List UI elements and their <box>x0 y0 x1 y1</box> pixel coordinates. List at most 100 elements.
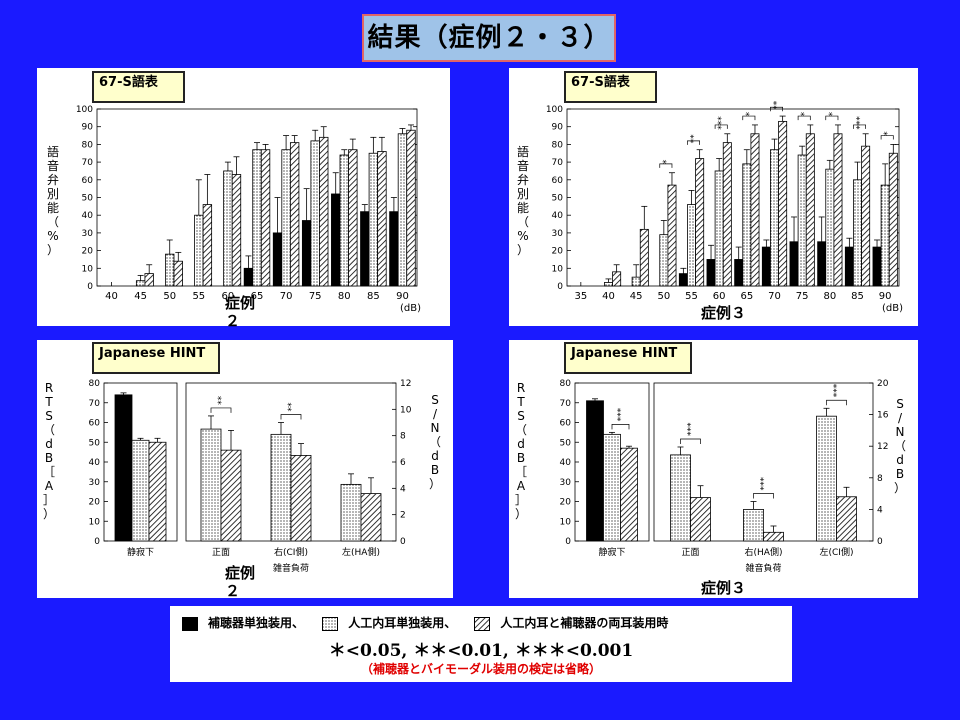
x-group-label: 正面 <box>212 547 230 558</box>
bar-cochlear_implant <box>200 428 222 542</box>
bar-cochlear_implant <box>743 508 764 542</box>
chart-case2-hint: 01020304050607080024681012RTS（dB［A］）S/N（… <box>43 379 441 574</box>
y-tick-label: 10 <box>552 264 564 274</box>
y-axis-label-left: ］ <box>43 493 55 507</box>
y-tick-label: 0 <box>94 537 100 547</box>
y-tick-label: 80 <box>89 379 101 389</box>
sig-bracket <box>210 407 232 413</box>
sig-bracket <box>680 438 701 444</box>
plot-area: 01020304050607080024681012RTS（dB［A］）S/N（… <box>43 379 441 574</box>
bar-bimodal <box>231 174 242 287</box>
x-tick-label: 45 <box>630 291 643 302</box>
x-tick-label: 40 <box>602 291 615 302</box>
y-axis-label: % <box>517 229 528 243</box>
x-unit-label: (dB) <box>400 303 421 314</box>
chart-tag: Japanese HINT <box>92 342 220 374</box>
x-tick-label: 70 <box>768 291 781 302</box>
x-tick-label: 55 <box>685 291 698 302</box>
bar-bimodal <box>836 496 857 542</box>
sig-mark: *** <box>760 477 770 491</box>
bar-bimodal <box>695 158 705 287</box>
bar-hearing_aid <box>706 259 716 287</box>
bar-cochlear_implant <box>853 179 862 287</box>
x-tick-label: 85 <box>851 291 864 302</box>
y-axis-label: ） <box>47 243 59 257</box>
bar-bimodal <box>763 531 784 542</box>
x-axis-label: 雑音負荷 <box>745 562 781 574</box>
bar-hearing_aid <box>360 211 370 287</box>
sig-bracket <box>280 414 302 420</box>
bar-bimodal <box>722 142 732 287</box>
case-label: 症例２ <box>225 564 256 600</box>
bar-cochlear_implant <box>339 154 349 287</box>
bar-bimodal <box>750 133 760 287</box>
y-axis-label-left: T <box>44 395 53 409</box>
y-tick-label: 50 <box>560 438 572 448</box>
swatch-solid <box>182 616 198 631</box>
bar-cochlear_implant <box>368 152 379 287</box>
bar-hearing_aid <box>761 246 771 287</box>
x-tick-label: 55 <box>192 291 205 302</box>
bar-bimodal <box>667 184 677 287</box>
sig-mark: ** <box>287 402 297 412</box>
x-tick-label: 90 <box>396 291 409 302</box>
y-axis-label-right: N <box>431 421 440 435</box>
y-tick-label: 70 <box>89 399 101 409</box>
y-tick-label: 30 <box>552 229 564 239</box>
y-axis-label: 弁 <box>47 172 59 187</box>
bar-bimodal <box>406 129 416 287</box>
bar-hearing_aid <box>872 246 882 287</box>
y-tick-label: 10 <box>82 264 94 274</box>
x-tick-label: 85 <box>367 291 380 302</box>
y-tick-label-right: 16 <box>877 411 889 421</box>
sig-bracket <box>714 124 728 129</box>
y-tick-label-right: 6 <box>400 458 406 468</box>
bar-bimodal <box>805 133 815 287</box>
note-text: （補聴器とバイモーダル装用の検定は省略） <box>360 662 601 676</box>
x-tick-label: 80 <box>823 291 836 302</box>
sig-bracket <box>770 106 783 112</box>
y-tick-label: 60 <box>560 419 572 429</box>
y-axis-label: 能 <box>47 201 59 215</box>
y-axis-label-right: （ <box>429 435 441 449</box>
y-tick-label: 30 <box>82 229 94 239</box>
bar-cochlear_implant <box>397 133 408 287</box>
y-tick-label-right: 0 <box>400 537 406 547</box>
sig-bracket <box>659 163 673 168</box>
sig-mark: * <box>828 111 838 116</box>
swatch-hatched <box>474 616 491 631</box>
bar-bimodal <box>220 449 242 542</box>
bar-cochlear_implant <box>310 140 320 287</box>
x-tick-label: 90 <box>879 291 892 302</box>
sig-mark: *** <box>833 383 843 397</box>
bar-hearing_aid <box>243 267 254 287</box>
bar-bimodal <box>202 204 213 287</box>
chart-case3-67s: 0 10 20 30 40 50 60 70 80 90 100 35 40 45 50 55 60 65 70 75… <box>517 100 903 314</box>
y-tick-label: 30 <box>560 478 572 488</box>
legend-bimodal: 人工内耳と補聴器の両耳装用時 <box>474 614 668 631</box>
y-tick-label: 0 <box>557 282 563 292</box>
plot-area: 0 10 20 30 40 50 60 70 80 90 100 40 45 50 55 60 65 70 75 80… <box>47 105 421 314</box>
y-axis-label-left: d <box>517 437 525 451</box>
y-tick-label: 90 <box>552 123 564 133</box>
sig-bracket <box>687 140 700 145</box>
sig-mark: *** <box>856 116 866 130</box>
bar-cochlear_implant <box>797 154 807 287</box>
sig-bracket <box>611 424 630 430</box>
x-axis-label: 雑音負荷 <box>273 562 309 574</box>
y-tick-label: 50 <box>552 194 564 204</box>
y-tick-label-right: 2 <box>400 511 406 521</box>
y-tick-label-right: 4 <box>877 505 883 515</box>
significance-text: ＊<0.05, ＊＊<0.01, ＊＊＊<0.001 <box>328 641 634 661</box>
bar-hearing_aid <box>301 220 312 287</box>
y-tick-label: 90 <box>82 123 94 133</box>
y-axis-label-left: S <box>45 409 53 423</box>
bar-hearing_aid <box>114 394 133 542</box>
y-tick-label: 10 <box>89 517 101 527</box>
x-tick-label: 65 <box>740 291 753 302</box>
y-tick-label: 40 <box>552 211 564 221</box>
y-tick-label: 40 <box>560 458 572 468</box>
x-tick-label: 65 <box>251 291 264 302</box>
bar-cochlear_implant <box>714 170 724 287</box>
bar-cochlear_implant <box>816 415 837 542</box>
